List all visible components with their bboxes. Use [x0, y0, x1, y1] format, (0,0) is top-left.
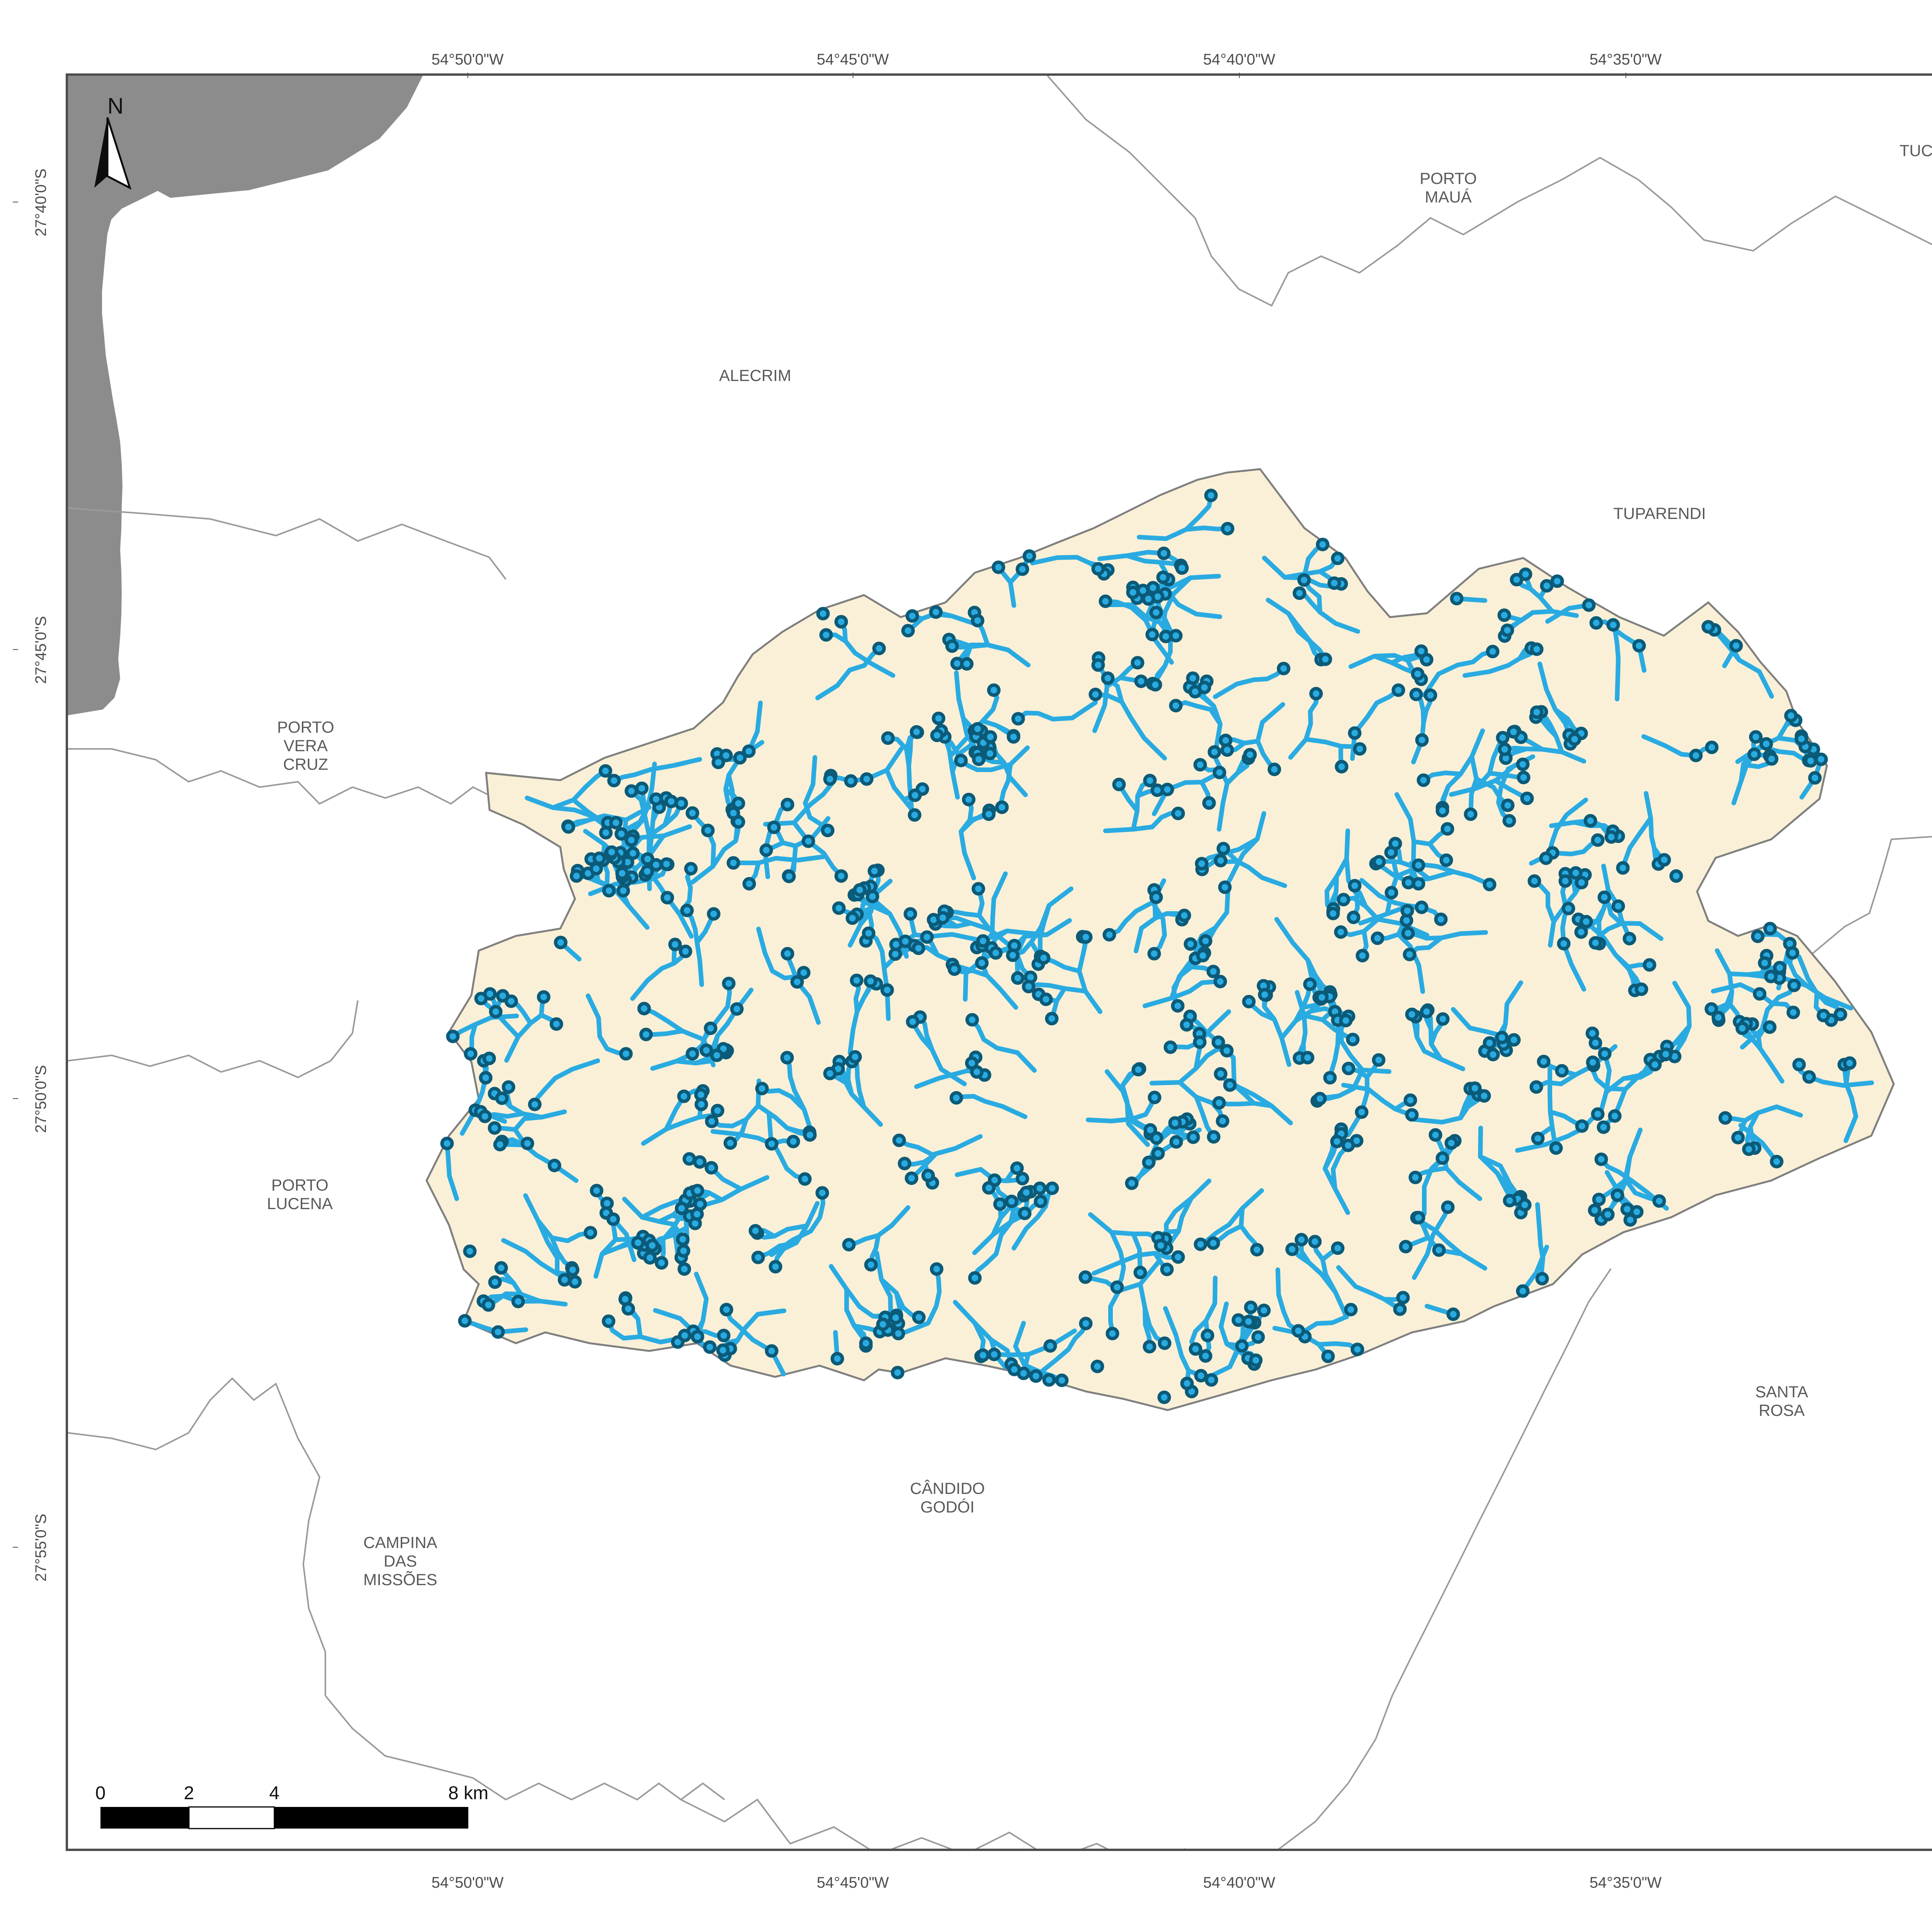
- svg-text:ALECRIM: ALECRIM: [719, 366, 791, 384]
- svg-text:PORTO: PORTO: [277, 718, 334, 736]
- svg-text:MAUÁ: MAUÁ: [1425, 188, 1471, 206]
- svg-text:TUCUNDUVA: TUCUNDUVA: [1900, 141, 1932, 160]
- svg-text:LUCENA: LUCENA: [267, 1194, 333, 1213]
- svg-text:PORTO: PORTO: [271, 1176, 328, 1194]
- svg-text:GODÓI: GODÓI: [920, 1498, 975, 1516]
- svg-text:SANTA: SANTA: [1755, 1383, 1808, 1401]
- svg-text:N: N: [107, 94, 124, 119]
- svg-text:DAS: DAS: [384, 1552, 417, 1570]
- svg-text:VERA: VERA: [284, 737, 328, 755]
- svg-text:PORTO: PORTO: [1420, 169, 1477, 187]
- svg-text:CÂNDIDO: CÂNDIDO: [910, 1479, 985, 1497]
- svg-text:ROSA: ROSA: [1759, 1401, 1804, 1419]
- svg-text:MISSÕES: MISSÕES: [363, 1570, 437, 1589]
- svg-text:2: 2: [184, 1783, 194, 1803]
- svg-text:8 km: 8 km: [448, 1783, 488, 1803]
- svg-text:4: 4: [269, 1783, 280, 1803]
- svg-text:TUPARENDI: TUPARENDI: [1613, 504, 1706, 522]
- svg-text:CRUZ: CRUZ: [283, 755, 328, 773]
- svg-text:0: 0: [95, 1783, 106, 1803]
- svg-text:CAMPINA: CAMPINA: [363, 1533, 437, 1552]
